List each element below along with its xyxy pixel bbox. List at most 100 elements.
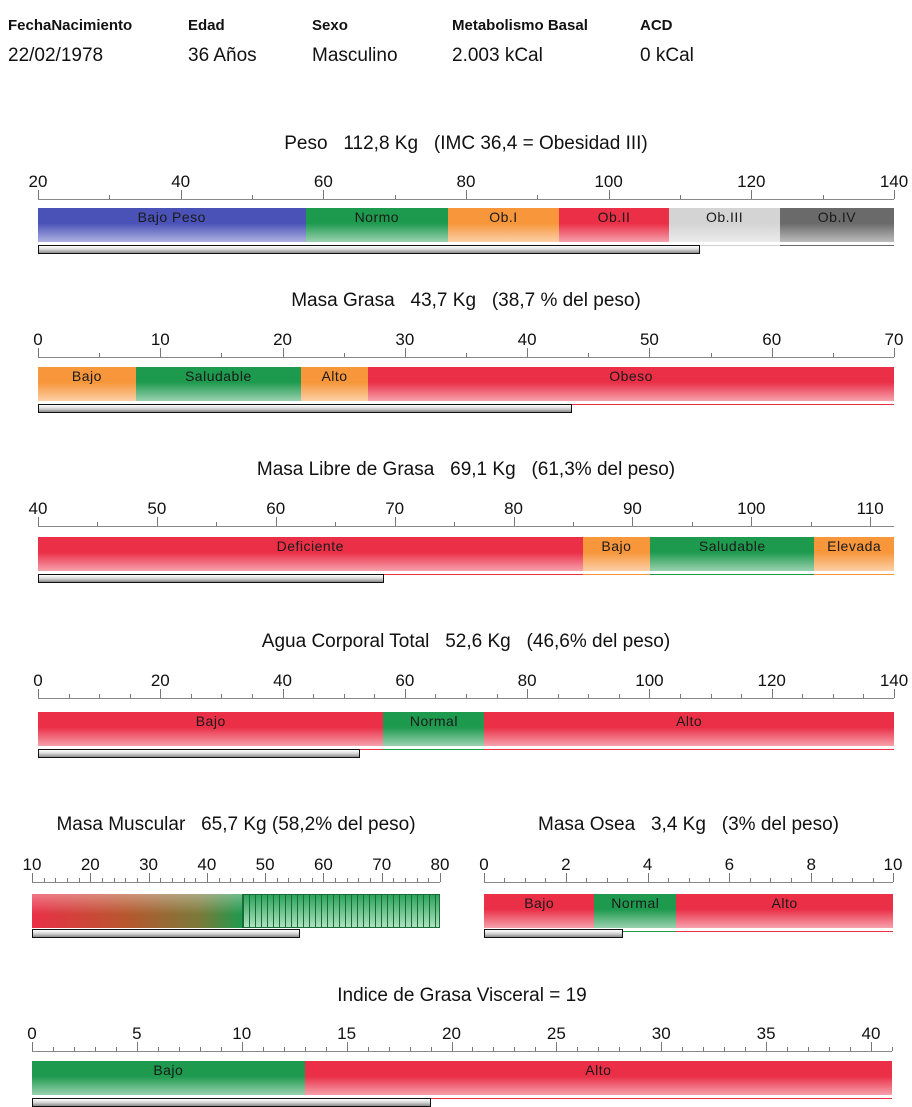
- grasa-visceral-minor-tick: [577, 1047, 578, 1051]
- masa-muscular-minor-tick: [253, 878, 254, 882]
- masa-muscular-minor-tick: [67, 878, 68, 882]
- masa-muscular-minor-tick: [335, 878, 336, 882]
- masa-osea-tick-label: 2: [561, 855, 570, 875]
- masa-libre-grasa-segment-label: Saludable: [650, 538, 814, 554]
- masa-muscular-minor-tick: [114, 878, 115, 882]
- masa-muscular-minor-tick: [393, 878, 394, 882]
- masa-grasa-segment: Alto: [301, 367, 368, 401]
- masa-libre-grasa-range-underline: [650, 574, 814, 575]
- masa-grasa-segment-label: Saludable: [136, 368, 301, 384]
- peso-major-tick: [466, 190, 467, 199]
- basal-metabolism-value: 2.003 kCal: [452, 45, 543, 67]
- masa-muscular-major-tick: [265, 873, 266, 882]
- grasa-visceral-segment-label: Bajo: [32, 1062, 305, 1078]
- grasa-visceral-minor-tick: [514, 1047, 515, 1051]
- agua-corporal-minor-tick: [588, 694, 589, 698]
- agua-corporal-tick-label: 0: [33, 671, 42, 691]
- grasa-visceral-minor-tick: [745, 1047, 746, 1051]
- peso-segment-label: Normo: [306, 209, 449, 225]
- masa-libre-grasa-minor-tick: [692, 522, 693, 526]
- masa-osea-minor-tick: [689, 878, 690, 882]
- grasa-visceral-major-tick: [242, 1042, 243, 1051]
- grasa-visceral-tick-label: 20: [442, 1024, 461, 1044]
- grasa-visceral-minor-tick: [326, 1047, 327, 1051]
- masa-grasa-tick-label: 50: [640, 330, 659, 350]
- masa-osea-minor-tick: [750, 878, 751, 882]
- agua-corporal-minor-tick: [99, 694, 100, 698]
- masa-grasa-minor-tick: [466, 353, 467, 357]
- agua-corporal-minor-tick: [680, 694, 681, 698]
- peso-segment-label: Ob.I: [448, 209, 559, 225]
- masa-libre-grasa-segment: Bajo: [583, 537, 651, 571]
- grasa-visceral-minor-tick: [158, 1047, 159, 1051]
- masa-osea-minor-tick: [545, 878, 546, 882]
- masa-libre-grasa-tick-label: 50: [147, 499, 166, 519]
- masa-osea-minor-tick: [709, 878, 710, 882]
- masa-osea-minor-tick: [586, 878, 587, 882]
- peso-major-tick: [609, 190, 610, 199]
- masa-osea-tick-label: 0: [479, 855, 488, 875]
- masa-grasa-minor-tick: [588, 353, 589, 357]
- masa-grasa-tick-label: 40: [518, 330, 537, 350]
- peso-tick-label: 60: [314, 172, 333, 192]
- agua-corporal-tick-label: 100: [635, 671, 663, 691]
- grasa-visceral-tick-label: 10: [232, 1024, 251, 1044]
- masa-osea-value-bar: [484, 929, 623, 938]
- peso-range-underline: [780, 245, 894, 246]
- masa-libre-grasa-range-underline: [814, 574, 894, 575]
- peso-tick-label: 120: [737, 172, 765, 192]
- masa-muscular-minor-tick: [44, 878, 45, 882]
- masa-muscular-minor-tick: [125, 878, 126, 882]
- masa-osea-segment-label: Alto: [676, 895, 893, 911]
- masa-muscular-tick-label: 30: [139, 855, 158, 875]
- grasa-visceral-title: Indice de Grasa Visceral = 19: [162, 985, 762, 1007]
- masa-osea-major-tick: [566, 873, 567, 882]
- agua-corporal-title: Agua Corporal Total 52,6 Kg (46,6% del p…: [166, 631, 766, 653]
- masa-osea-minor-tick: [607, 878, 608, 882]
- masa-osea-minor-tick: [852, 878, 853, 882]
- masa-muscular-major-tick: [32, 873, 33, 882]
- agua-corporal-minor-tick: [221, 694, 222, 698]
- masa-muscular-minor-tick: [300, 878, 301, 882]
- masa-libre-grasa-major-tick: [514, 517, 515, 526]
- masa-muscular-minor-tick: [242, 878, 243, 882]
- masa-libre-grasa-title: Masa Libre de Grasa 69,1 Kg (61,3% del p…: [166, 459, 766, 481]
- masa-muscular-major-tick: [149, 873, 150, 882]
- masa-libre-grasa-segment: Saludable: [650, 537, 814, 571]
- grasa-visceral-minor-tick: [493, 1047, 494, 1051]
- peso-minor-tick: [395, 195, 396, 199]
- agua-corporal-minor-tick: [802, 694, 803, 698]
- masa-muscular-tick-label: 60: [314, 855, 333, 875]
- peso-tick-label: 80: [457, 172, 476, 192]
- masa-libre-grasa-segment-label: Elevada: [814, 538, 894, 554]
- masa-muscular-minor-tick: [137, 878, 138, 882]
- agua-corporal-range-underline: [383, 749, 484, 750]
- agua-corporal-minor-tick: [69, 694, 70, 698]
- peso-segment: Ob.II: [559, 208, 670, 242]
- agua-corporal-minor-tick: [497, 694, 498, 698]
- masa-libre-grasa-value-bar: [38, 574, 384, 583]
- peso-segment: Ob.III: [669, 208, 780, 242]
- grasa-visceral-tick-label: 25: [547, 1024, 566, 1044]
- agua-corporal-segment-label: Normal: [383, 713, 484, 729]
- agua-corporal-axis: [38, 698, 894, 699]
- peso-major-tick: [181, 190, 182, 199]
- grasa-visceral-segment: Alto: [305, 1061, 892, 1095]
- masa-grasa-segment: Bajo: [38, 367, 136, 401]
- acd-label: ACD: [640, 17, 673, 34]
- peso-major-tick: [323, 190, 324, 199]
- masa-grasa-major-tick: [649, 348, 650, 357]
- grasa-visceral-minor-tick: [535, 1047, 536, 1051]
- grasa-visceral-minor-tick: [892, 1047, 893, 1051]
- agua-corporal-tick-label: 20: [151, 671, 170, 691]
- agua-corporal-segment-label: Alto: [484, 713, 894, 729]
- masa-grasa-major-tick: [38, 348, 39, 357]
- masa-libre-grasa-tick-label: 40: [29, 499, 48, 519]
- grasa-visceral-minor-tick: [305, 1047, 306, 1051]
- masa-osea-axis: [484, 882, 893, 883]
- grasa-visceral-tick-label: 0: [27, 1024, 36, 1044]
- masa-grasa-segment: Saludable: [136, 367, 301, 401]
- masa-libre-grasa-major-tick: [276, 517, 277, 526]
- grasa-visceral-minor-tick: [619, 1047, 620, 1051]
- masa-osea-segment: Bajo: [484, 894, 594, 928]
